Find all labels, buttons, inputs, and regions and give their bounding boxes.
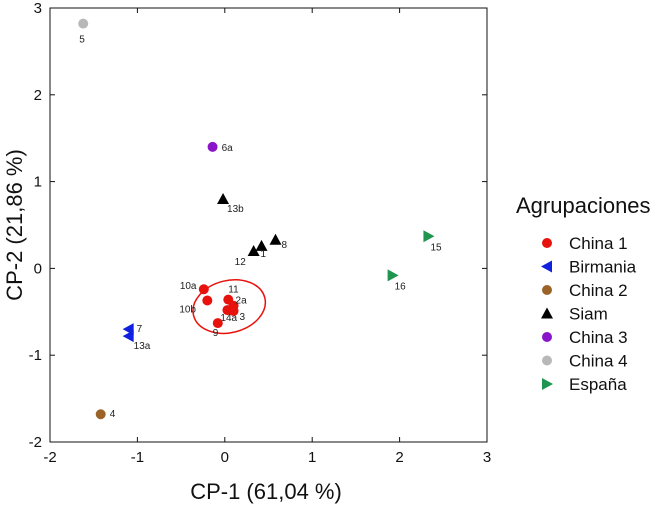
data-point — [269, 233, 282, 245]
point-label: 13a — [134, 341, 151, 352]
legend-marker — [542, 238, 552, 248]
legend-label: China 3 — [569, 328, 628, 347]
x-tick-label: 0 — [221, 449, 229, 466]
legend-marker — [542, 332, 552, 342]
data-point — [202, 295, 213, 306]
x-tick-label: -2 — [43, 449, 56, 466]
y-tick-label: -1 — [29, 347, 42, 364]
y-tick-label: 3 — [34, 0, 42, 17]
point-label: 10a — [180, 281, 197, 292]
plot-frame — [49, 7, 488, 443]
point-label: 3 — [240, 312, 246, 323]
data-point — [387, 269, 399, 282]
legend-label: China 2 — [569, 281, 628, 300]
x-axis-title: CP-1 (61,04 %) — [190, 479, 342, 504]
y-tick-label: 0 — [34, 260, 42, 277]
x-tick-label: 1 — [308, 449, 316, 466]
data-point — [217, 192, 230, 204]
data-point — [212, 318, 223, 329]
point-label: 10b — [179, 305, 196, 316]
point-label: 12 — [235, 257, 247, 268]
china-1-ellipse — [192, 279, 267, 335]
y-tick-label: -2 — [29, 434, 42, 451]
legend-label: China 4 — [569, 352, 628, 371]
point-label: 4 — [110, 409, 116, 420]
point-label: 16 — [395, 281, 407, 292]
point-label: 5 — [79, 35, 85, 46]
legend-marker — [541, 307, 553, 319]
legend-marker — [542, 378, 553, 390]
data-point — [207, 141, 218, 152]
x-tick-label: 3 — [483, 449, 491, 466]
point-label: 2a — [236, 296, 248, 307]
point-label: 11 — [228, 285, 239, 296]
legend: Agrupaciones China 1 Birmania China 2 Siam C… — [516, 193, 651, 394]
data-point — [95, 409, 106, 420]
y-tick-label: 1 — [34, 174, 42, 191]
data-point — [78, 18, 89, 29]
legend-label: España — [569, 375, 627, 394]
legend-marker — [542, 285, 552, 295]
point-label: 13b — [227, 204, 244, 215]
legend-label: Siam — [569, 305, 608, 324]
data-point — [247, 245, 260, 257]
legend-marker — [542, 355, 552, 366]
point-label: 14a — [220, 313, 237, 324]
data-point — [198, 284, 209, 295]
legend-label: Birmania — [569, 258, 637, 277]
legend-title: Agrupaciones — [516, 193, 651, 218]
data-point — [423, 230, 435, 243]
data-point — [122, 330, 134, 343]
y-tick-label: 2 — [34, 87, 42, 104]
point-label: 9 — [213, 328, 219, 339]
point-label: 8 — [281, 240, 287, 251]
data-point — [255, 239, 268, 251]
legend-marker — [541, 260, 552, 273]
point-label: 7 — [137, 324, 143, 335]
legend-label: China 1 — [569, 234, 628, 253]
x-tick-label: 2 — [395, 449, 403, 466]
confidence-ellipse-layer — [192, 279, 267, 335]
point-label: 15 — [430, 242, 442, 253]
y-axis-title: CP-2 (21,86 %) — [2, 149, 27, 301]
point-label: 6a — [222, 143, 234, 154]
x-tick-label: -1 — [131, 449, 144, 466]
data-point — [228, 305, 239, 316]
point-label: 1 — [261, 249, 267, 260]
